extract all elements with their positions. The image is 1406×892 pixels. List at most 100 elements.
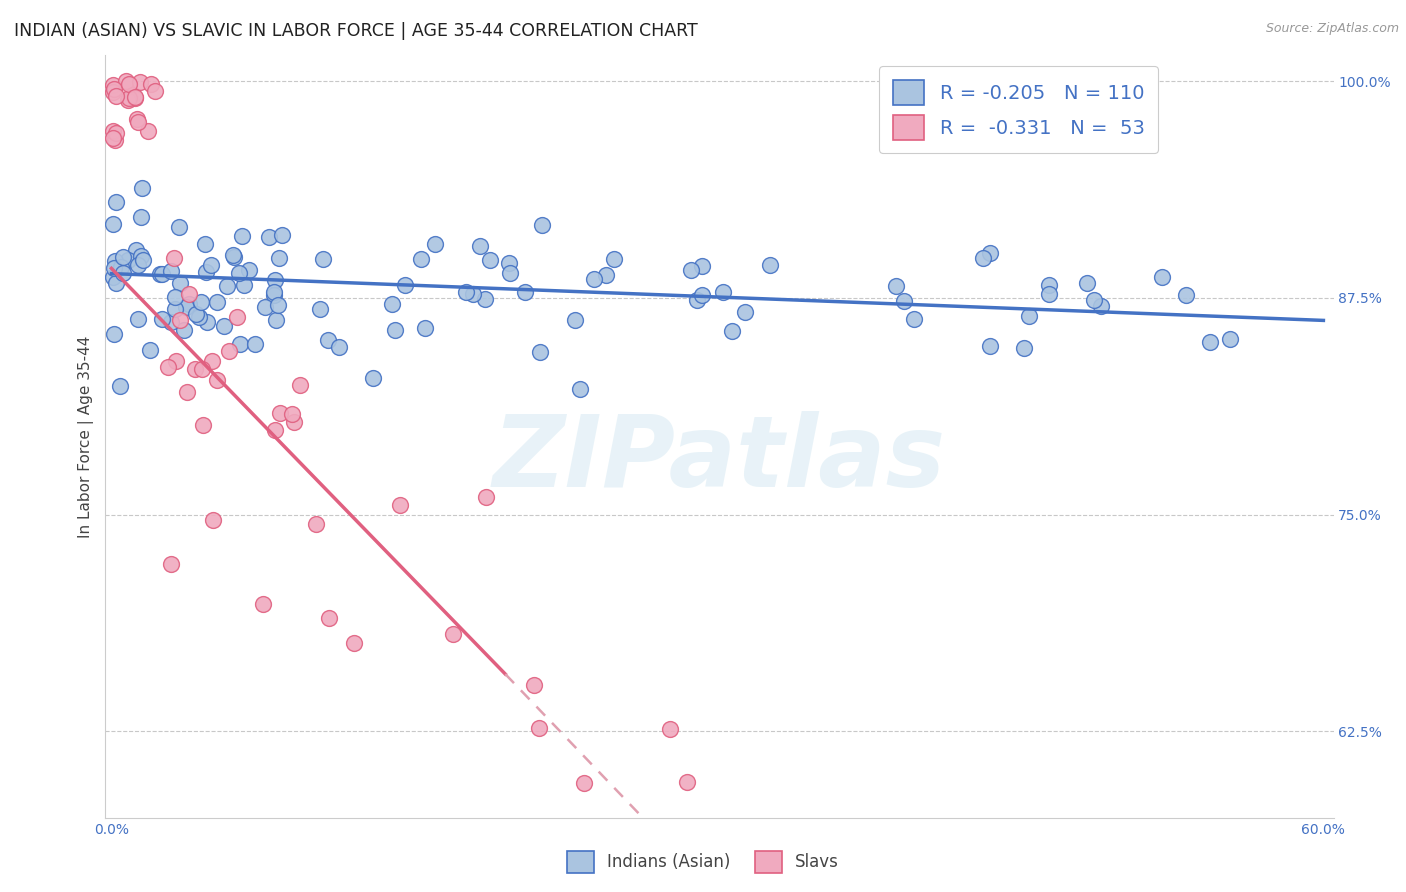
Point bbox=[979, 245, 1001, 260]
Point bbox=[264, 313, 287, 327]
Point bbox=[572, 776, 595, 790]
Point bbox=[160, 315, 183, 329]
Point bbox=[527, 722, 550, 736]
Point bbox=[201, 512, 224, 526]
Point bbox=[263, 423, 285, 437]
Point bbox=[263, 285, 285, 300]
Point bbox=[103, 260, 125, 275]
Point bbox=[603, 252, 626, 266]
Point bbox=[281, 407, 304, 421]
Point bbox=[474, 292, 496, 306]
Point bbox=[388, 498, 411, 512]
Point bbox=[112, 250, 135, 264]
Point bbox=[569, 383, 592, 397]
Point bbox=[217, 279, 239, 293]
Point bbox=[972, 251, 994, 265]
Point bbox=[105, 277, 128, 291]
Point bbox=[111, 266, 134, 280]
Point bbox=[149, 267, 172, 281]
Point bbox=[884, 279, 907, 293]
Point bbox=[190, 295, 212, 310]
Point bbox=[115, 74, 138, 88]
Point bbox=[103, 270, 125, 285]
Point bbox=[214, 318, 236, 333]
Point bbox=[103, 217, 125, 231]
Point bbox=[103, 82, 125, 96]
Point bbox=[200, 258, 222, 272]
Point bbox=[188, 310, 211, 324]
Point bbox=[425, 237, 447, 252]
Point bbox=[125, 243, 148, 257]
Point bbox=[312, 252, 335, 267]
Point bbox=[103, 78, 125, 92]
Point bbox=[1014, 342, 1036, 356]
Point bbox=[1150, 269, 1173, 284]
Point bbox=[104, 126, 127, 140]
Point bbox=[127, 112, 149, 127]
Point bbox=[129, 210, 152, 224]
Point bbox=[207, 294, 229, 309]
Point bbox=[195, 315, 218, 329]
Point bbox=[363, 371, 385, 385]
Point bbox=[474, 490, 496, 504]
Point bbox=[413, 321, 436, 335]
Point bbox=[328, 340, 350, 354]
Point bbox=[269, 251, 291, 265]
Point bbox=[394, 278, 416, 293]
Point bbox=[131, 181, 153, 195]
Text: INDIAN (ASIAN) VS SLAVIC IN LABOR FORCE | AGE 35-44 CORRELATION CHART: INDIAN (ASIAN) VS SLAVIC IN LABOR FORCE … bbox=[14, 22, 697, 40]
Point bbox=[758, 258, 780, 272]
Point bbox=[1219, 332, 1241, 346]
Point bbox=[163, 301, 186, 316]
Point bbox=[582, 271, 605, 285]
Point bbox=[201, 354, 224, 368]
Point bbox=[132, 252, 155, 267]
Point bbox=[122, 87, 145, 102]
Point bbox=[381, 296, 404, 310]
Point bbox=[176, 300, 198, 314]
Point bbox=[103, 86, 125, 100]
Point bbox=[690, 259, 713, 273]
Point bbox=[165, 354, 187, 368]
Legend: R = -0.205   N = 110, R =  -0.331   N =  53: R = -0.205 N = 110, R = -0.331 N = 53 bbox=[879, 66, 1159, 153]
Point bbox=[184, 307, 207, 321]
Point bbox=[979, 339, 1001, 353]
Point bbox=[183, 362, 205, 376]
Point bbox=[263, 273, 285, 287]
Text: Source: ZipAtlas.com: Source: ZipAtlas.com bbox=[1265, 22, 1399, 36]
Point bbox=[117, 91, 139, 105]
Point bbox=[129, 249, 152, 263]
Point bbox=[165, 290, 187, 304]
Point bbox=[676, 774, 699, 789]
Point bbox=[1198, 334, 1220, 349]
Point bbox=[191, 361, 214, 376]
Point bbox=[118, 77, 141, 91]
Point bbox=[288, 378, 311, 392]
Point bbox=[173, 323, 195, 337]
Point bbox=[218, 344, 240, 359]
Point bbox=[138, 343, 160, 357]
Point bbox=[245, 336, 267, 351]
Point bbox=[136, 124, 159, 138]
Point bbox=[1076, 276, 1098, 290]
Point bbox=[177, 286, 200, 301]
Point bbox=[903, 312, 925, 326]
Point bbox=[194, 265, 217, 279]
Point bbox=[205, 373, 228, 387]
Point bbox=[409, 252, 432, 267]
Point bbox=[267, 298, 290, 312]
Point bbox=[530, 218, 553, 232]
Point bbox=[499, 266, 522, 280]
Point bbox=[157, 360, 180, 375]
Point bbox=[229, 337, 252, 351]
Point bbox=[176, 385, 198, 400]
Point bbox=[720, 324, 742, 338]
Y-axis label: In Labor Force | Age 35-44: In Labor Force | Age 35-44 bbox=[79, 335, 94, 538]
Point bbox=[103, 327, 125, 342]
Point bbox=[127, 259, 149, 273]
Point bbox=[271, 227, 294, 242]
Point bbox=[238, 263, 260, 277]
Point bbox=[117, 93, 139, 107]
Point bbox=[105, 194, 128, 209]
Text: ZIPatlas: ZIPatlas bbox=[494, 411, 946, 508]
